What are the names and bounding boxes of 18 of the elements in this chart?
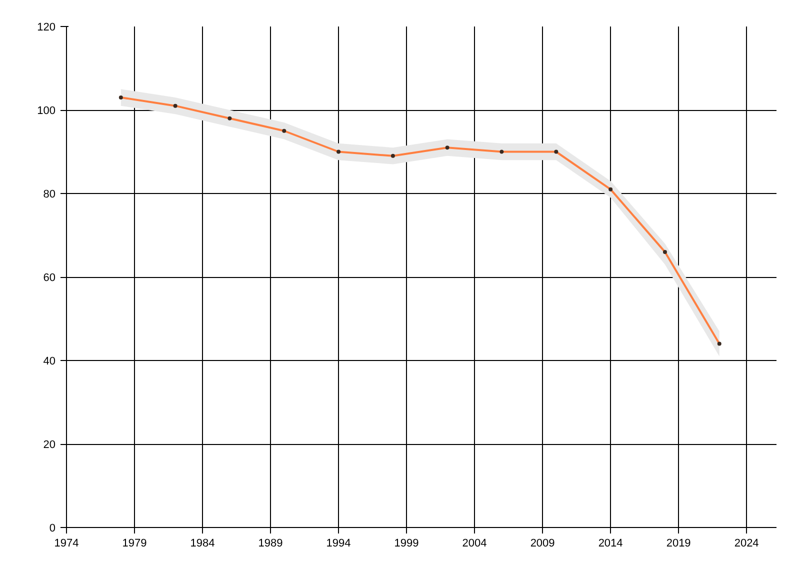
x-tick-label: 1984 bbox=[190, 538, 215, 550]
x-tick-label: 2024 bbox=[734, 538, 759, 550]
x-tick-label: 1974 bbox=[54, 538, 79, 550]
y-tick-label: 100 bbox=[37, 105, 56, 117]
x-tick-label: 1994 bbox=[326, 538, 351, 550]
y-tick-label: 0 bbox=[49, 522, 56, 534]
x-tick-label: 2009 bbox=[530, 538, 555, 550]
x-tick-label: 2004 bbox=[462, 538, 487, 550]
x-tick-label: 1979 bbox=[122, 538, 147, 550]
y-tick-label: 80 bbox=[43, 188, 56, 200]
y-tick-label: 40 bbox=[43, 356, 56, 368]
y-tick-label: 20 bbox=[43, 439, 56, 451]
x-tick-label: 1989 bbox=[258, 538, 283, 550]
y-tick-label: 60 bbox=[43, 272, 56, 284]
y-tick-label: 120 bbox=[37, 22, 56, 34]
x-tick-label: 1999 bbox=[394, 538, 419, 550]
x-tick-label: 2019 bbox=[666, 538, 691, 550]
x-tick-label: 2014 bbox=[598, 538, 623, 550]
